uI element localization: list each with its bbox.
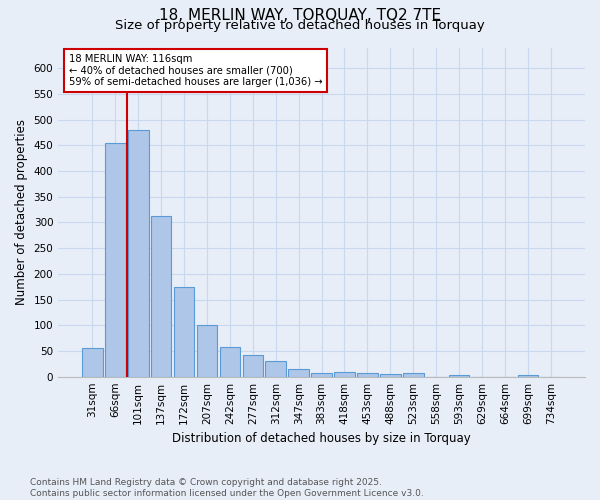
Bar xyxy=(105,142,125,376)
Text: Size of property relative to detached houses in Torquay: Size of property relative to detached ho… xyxy=(115,18,485,32)
Text: 18, MERLIN WAY, TORQUAY, TQ2 7TE: 18, MERLIN WAY, TORQUAY, TQ2 7TE xyxy=(159,8,441,22)
Bar xyxy=(449,374,469,376)
Bar xyxy=(265,362,286,376)
Bar xyxy=(403,372,424,376)
Bar xyxy=(242,354,263,376)
Bar xyxy=(197,325,217,376)
Bar xyxy=(518,374,538,376)
Text: Contains HM Land Registry data © Crown copyright and database right 2025.
Contai: Contains HM Land Registry data © Crown c… xyxy=(30,478,424,498)
Bar xyxy=(174,286,194,376)
Bar xyxy=(220,347,240,376)
Bar xyxy=(289,370,309,376)
Bar xyxy=(357,372,378,376)
Text: 18 MERLIN WAY: 116sqm
← 40% of detached houses are smaller (700)
59% of semi-det: 18 MERLIN WAY: 116sqm ← 40% of detached … xyxy=(69,54,322,88)
Bar xyxy=(151,216,172,376)
Y-axis label: Number of detached properties: Number of detached properties xyxy=(15,119,28,305)
Bar xyxy=(334,372,355,376)
Bar xyxy=(311,372,332,376)
Bar xyxy=(128,130,149,376)
Bar xyxy=(380,374,401,376)
X-axis label: Distribution of detached houses by size in Torquay: Distribution of detached houses by size … xyxy=(172,432,471,445)
Bar xyxy=(82,348,103,376)
